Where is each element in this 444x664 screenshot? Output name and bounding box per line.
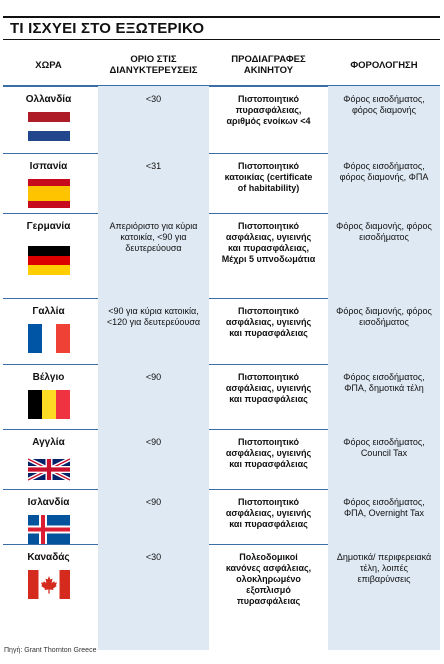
tax-text: Φόρος εισοδήματος, φόρος διαμονής xyxy=(343,94,425,115)
country-cell: Αγγλία xyxy=(3,429,94,489)
germany-flag xyxy=(28,246,70,275)
country-cell: Ολλανδία xyxy=(3,86,94,153)
tax-text: Φόρος διαμονής, φόρος εισοδήματος xyxy=(336,306,432,327)
canada-flag xyxy=(28,570,70,599)
specs-cell: Πιστοποιητικό ασφάλειας, υγιεινής και πυ… xyxy=(213,298,324,364)
tax-cell: Δημοτικά/ περιφερειακά τέλη, λοιπές επιβ… xyxy=(328,544,440,650)
tax-cell: Φόρος εισοδήματος, φόρος διαμονής xyxy=(328,86,440,153)
specs-text: Πιστοποιητικό ασφάλειας, υγιεινής και πυ… xyxy=(225,497,312,529)
limit-cell: <30 xyxy=(98,86,209,153)
country-name: Βέλγιο xyxy=(32,372,65,383)
limit-cell: <31 xyxy=(98,153,209,213)
specs-text: Πολεοδομικοί κανόνες ασφάλειας, ολοκληρω… xyxy=(225,552,312,606)
specs-cell: Πιστοποιητικό ασφάλειας, υγιεινής και πυ… xyxy=(213,429,324,489)
row-divider xyxy=(3,213,440,214)
country-name: Ισλανδία xyxy=(27,497,70,508)
country-name: Καναδάς xyxy=(27,552,70,563)
tax-cell: Φόρος διαμονής, φόρος εισοδήματος xyxy=(328,298,440,364)
specs-cell: Πιστοποιητικό κατοικίας (certificate of … xyxy=(213,153,324,213)
page-title: ΤΙ ΙΣΧΥΕΙ ΣΤΟ ΕΞΩΤΕΡΙΚΟ xyxy=(10,20,205,37)
limit-text: <30 xyxy=(145,94,162,104)
table-row: Γερμανία Απεριόριστο για κύρια κατοικία, … xyxy=(3,213,440,298)
specs-cell: Πιστοποιητικό ασφάλειας, υγιεινής και πυ… xyxy=(213,489,324,544)
country-cell: Ισλανδία xyxy=(3,489,94,544)
tax-text: Φόρος εισοδήματος, ΦΠΑ, δημοτικά τέλη xyxy=(343,372,425,393)
country-cell: Γαλλία xyxy=(3,298,94,364)
specs-text: Πιστοποιητικό ασφάλειας, υγιεινής και πυ… xyxy=(225,306,312,338)
row-divider xyxy=(3,153,440,154)
country-cell: Ισπανία xyxy=(3,153,94,213)
table-row: Ολλανδία <30 Πιστοποιητικό πυρασφάλειας, α… xyxy=(3,86,440,153)
country-name: Γαλλία xyxy=(32,306,65,317)
spain-flag xyxy=(28,179,70,208)
iceland-flag xyxy=(28,515,70,544)
country-cell: Γερμανία xyxy=(3,213,94,298)
row-divider xyxy=(3,489,440,490)
table-row: Καναδάς <30 Πολεοδομικοί κανόνες ασφάλειας… xyxy=(3,544,440,650)
limit-cell: Απεριόριστο για κύρια κατοικία, <90 για … xyxy=(98,213,209,298)
netherlands-flag xyxy=(28,112,70,141)
country-cell: Καναδάς xyxy=(3,544,94,650)
row-divider xyxy=(3,364,440,365)
limit-text: <30 xyxy=(145,552,162,562)
source-note: Πηγή: Grant Thornton Greece xyxy=(4,647,97,654)
row-divider xyxy=(3,298,440,299)
limit-text: Απεριόριστο για κύρια κατοικία, <90 για … xyxy=(109,221,198,253)
specs-text: Πιστοποιητικό ασφάλειας, υγιεινής και πυ… xyxy=(225,437,312,469)
header-tax: ΦΟΡΟΛΟΓΗΣΗ xyxy=(350,59,418,71)
row-divider xyxy=(3,429,440,430)
table-row: Αγγλία <90 Πιστοποιητικό ασφάλειας, υγιειν… xyxy=(3,429,440,489)
limit-cell: <30 xyxy=(98,544,209,650)
country-name: Ολλανδία xyxy=(25,94,72,105)
tax-text: Φόρος εισοδήματος, φόρος διαμονής, ΦΠΑ xyxy=(339,161,429,182)
country-name: Ισπανία xyxy=(29,161,68,172)
tax-cell: Φόρος εισοδήματος, Council Tax xyxy=(328,429,440,489)
specs-cell: Πιστοποιητικό πυρασφάλειας, αριθμός ενοί… xyxy=(213,86,324,153)
country-cell: Βέλγιο xyxy=(3,364,94,429)
limit-text: <90 xyxy=(145,437,162,447)
table-row: Γαλλία <90 για κύρια κατοικία, <120 για δ… xyxy=(3,298,440,364)
tax-cell: Φόρος διαμονής, φόρος εισοδήματος xyxy=(328,213,440,298)
tax-text: Φόρος εισοδήματος, Council Tax xyxy=(343,437,425,458)
specs-text: Πιστοποιητικό ασφάλειας, υγιεινής και πυ… xyxy=(221,221,316,264)
tax-text: Φόρος διαμονής, φόρος εισοδήματος xyxy=(336,221,432,242)
limit-cell: <90 για κύρια κατοικία, <120 για δευτερε… xyxy=(98,298,209,364)
row-divider xyxy=(3,544,440,545)
header-limit: ΟΡΙΟ ΣΤΙΣ ΔΙΑΝΥΚΤΕΡΕΥΣΕΙΣ xyxy=(109,54,198,76)
specs-text: Πιστοποιητικό κατοικίας (certificate of … xyxy=(224,161,313,193)
specs-text: Πιστοποιητικό πυρασφάλειας, αριθμός ενοί… xyxy=(226,94,311,126)
tax-cell: Φόρος εισοδήματος, ΦΠΑ, Overnight Tax xyxy=(328,489,440,544)
header-specs: ΠΡΟΔΙΑΓΡΑΦΕΣ ΑΚΙΝΗΤΟΥ xyxy=(231,54,306,76)
uk-flag xyxy=(28,455,70,484)
header-country: ΧΩΡΑ xyxy=(35,59,62,71)
header-divider xyxy=(3,85,440,86)
limit-cell: <90 xyxy=(98,429,209,489)
limit-cell: <90 xyxy=(98,364,209,429)
specs-cell: Πιστοποιητικό ασφάλειας, υγιεινής και πυ… xyxy=(213,213,324,298)
limit-cell: <90 xyxy=(98,489,209,544)
tax-cell: Φόρος εισοδήματος, φόρος διαμονής, ΦΠΑ xyxy=(328,153,440,213)
limit-text: <31 xyxy=(145,161,162,171)
limit-text: <90 xyxy=(145,372,162,382)
limit-text: <90 για κύρια κατοικία, <120 για δευτερε… xyxy=(106,306,201,327)
france-flag xyxy=(28,324,70,353)
tax-text: Δημοτικά/ περιφερειακά τέλη, λοιπές επιβ… xyxy=(336,552,432,584)
country-name: Αγγλία xyxy=(32,437,65,448)
table-row: Ισπανία <31 Πιστοποιητικό κατοικίας (certi… xyxy=(3,153,440,213)
table-row: Βέλγιο <90 Πιστοποιητικό ασφάλειας, υγιειν… xyxy=(3,364,440,429)
title-bar: ΤΙ ΙΣΧΥΕΙ ΣΤΟ ΕΞΩΤΕΡΙΚΟ xyxy=(3,16,440,40)
tax-text: Φόρος εισοδήματος, ΦΠΑ, Overnight Tax xyxy=(343,497,425,518)
specs-text: Πιστοποιητικό ασφάλειας, υγιεινής και πυ… xyxy=(225,372,312,404)
limit-text: <90 xyxy=(145,497,162,507)
table-row: Ισλανδία <90 Πιστοποιητικό ασφάλειας, υγιε… xyxy=(3,489,440,544)
row-divider xyxy=(3,86,440,87)
specs-cell: Πιστοποιητικό ασφάλειας, υγιεινής και πυ… xyxy=(213,364,324,429)
belgium-flag xyxy=(28,390,70,419)
specs-cell: Πολεοδομικοί κανόνες ασφάλειας, ολοκληρω… xyxy=(213,544,324,650)
country-name: Γερμανία xyxy=(26,221,71,232)
tax-cell: Φόρος εισοδήματος, ΦΠΑ, δημοτικά τέλη xyxy=(328,364,440,429)
